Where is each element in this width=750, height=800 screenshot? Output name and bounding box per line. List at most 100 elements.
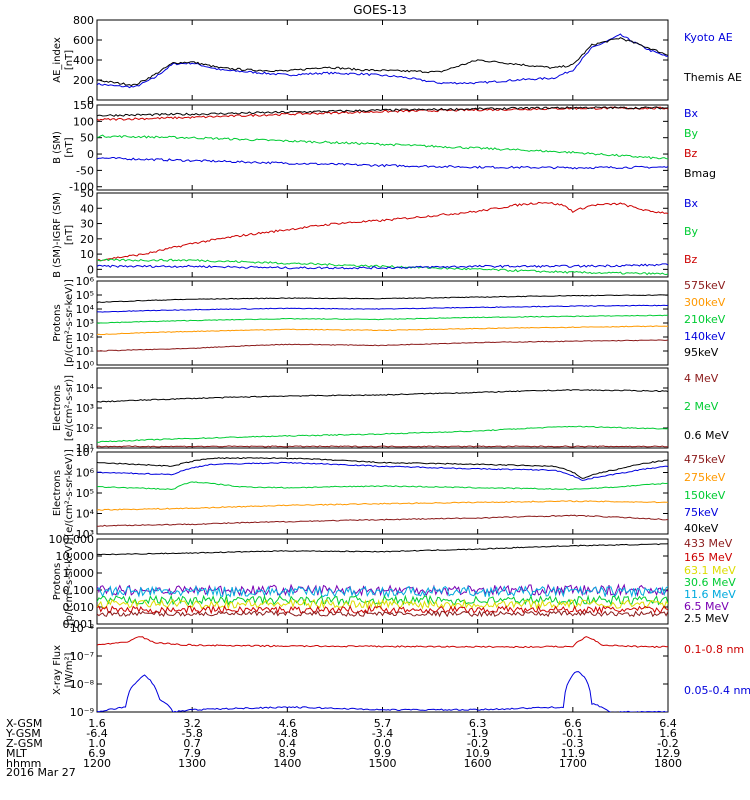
- y-axis-label: [nT]: [64, 50, 75, 70]
- y-tick-label: 100.000: [49, 533, 95, 546]
- y-tick-label: 10⁶: [76, 467, 95, 480]
- ephemeris-value: -0.1: [562, 727, 583, 740]
- ephemeris-value: -5.8: [181, 727, 202, 740]
- legend-entry: Bmag: [684, 167, 716, 180]
- legend-entry: 2 MeV: [684, 400, 719, 413]
- y-tick-label: 10⁵: [76, 289, 94, 302]
- ephemeris-row-label: Z-GSM: [6, 737, 43, 750]
- series-line-275kev: [97, 500, 668, 511]
- series-line-4-mev: [97, 445, 668, 448]
- y-tick-label: 0.001: [63, 618, 95, 631]
- legend-entry: 210keV: [684, 313, 726, 326]
- y-axis-label: X-ray Flux: [52, 645, 63, 695]
- ephemeris-value: -0.2: [657, 737, 678, 750]
- legend-entry: Themis AE: [683, 71, 742, 84]
- series-line-40kev: [97, 457, 668, 479]
- series-line-0.6-mev: [97, 389, 668, 403]
- ephemeris-value: 1.0: [88, 737, 106, 750]
- y-axis-label: B (SM)-IGRF (SM): [52, 192, 63, 278]
- y-tick-label: 100: [73, 115, 94, 128]
- legend-entry: 475keV: [684, 453, 726, 466]
- series-line-0.1-0.8-nm: [97, 636, 668, 649]
- ephemeris-value: 1600: [464, 757, 492, 770]
- ephemeris-value: -0.2: [467, 737, 488, 750]
- ephemeris-value: 1.6: [88, 717, 106, 730]
- y-tick-label: 10³: [76, 528, 94, 541]
- y-axis-label: Electrons: [52, 470, 63, 516]
- y-tick-label: 10⁶: [76, 275, 95, 288]
- y-tick-label: 0.100: [63, 584, 95, 597]
- y-tick-label: 10¹: [76, 345, 94, 358]
- legend-entry: 165 MeV: [684, 551, 733, 564]
- y-tick-label: 0: [87, 148, 94, 161]
- y-tick-label: 40: [80, 202, 94, 215]
- legend-entry: 0.05-0.4 nm: [684, 684, 750, 697]
- y-tick-label: 200: [73, 74, 94, 87]
- ephemeris-value: 1800: [654, 757, 682, 770]
- y-tick-label: 30: [80, 218, 94, 231]
- plot-title: GOES-13: [353, 3, 407, 17]
- series-line-by: [97, 258, 668, 276]
- ephemeris-value: -3.4: [372, 727, 393, 740]
- series-line-2-mev: [97, 425, 668, 443]
- ephemeris-row-label: MLT: [6, 747, 27, 760]
- legend-entry: 0.1-0.8 nm: [684, 643, 744, 656]
- ephemeris-value: 1.6: [659, 727, 677, 740]
- legend-entry: 575keV: [684, 279, 726, 292]
- y-axis-label: AE_index: [52, 37, 63, 83]
- ephemeris-value: 8.9: [279, 747, 297, 760]
- ephemeris-value: 0.4: [279, 737, 297, 750]
- legend-entry: 30.6 MeV: [684, 576, 736, 589]
- legend-entry: 0.6 MeV: [684, 429, 729, 442]
- series-line-bmag: [97, 106, 668, 117]
- legend-entry: 433 MeV: [684, 537, 733, 550]
- ephemeris-value: -1.9: [467, 727, 488, 740]
- legend-entry: 150keV: [684, 489, 726, 502]
- series-line-by: [97, 134, 668, 160]
- legend-entry: 40keV: [684, 522, 719, 535]
- series-line-bz: [97, 106, 668, 121]
- series-line-75kev: [97, 461, 668, 481]
- y-tick-label: 10⁻⁸: [70, 678, 95, 691]
- y-axis-label: [p/(cm²-s-sr-keV)]: [64, 279, 75, 367]
- legend-entry: By: [684, 225, 699, 238]
- series-line-0.05-0.4-nm: [97, 671, 668, 712]
- y-axis-label: Protons: [52, 304, 63, 341]
- y-axis-label: [e/(cm²-s-sr-keV)]: [64, 449, 75, 537]
- y-tick-label: 10²: [76, 331, 94, 344]
- series-line-2.5-mev: [97, 543, 668, 556]
- series-line-140kev: [97, 304, 668, 313]
- legend-entry: By: [684, 127, 699, 140]
- ephemeris-value: 0.0: [374, 737, 392, 750]
- legend-entry: 140keV: [684, 330, 726, 343]
- y-tick-label: -100: [69, 181, 94, 194]
- ephemeris-value: -0.3: [562, 737, 583, 750]
- y-tick-label: 10⁴: [76, 382, 95, 395]
- ephemeris-value: 1300: [178, 757, 206, 770]
- series-line-210kev: [97, 314, 668, 324]
- y-tick-label: 0: [87, 94, 94, 107]
- series-line-575kev: [97, 339, 668, 352]
- y-tick-label: 10⁻⁷: [70, 650, 94, 663]
- legend-entry: 2.5 MeV: [684, 612, 729, 625]
- series-line-63.1-mev: [97, 598, 668, 610]
- ephemeris-value: 7.9: [183, 747, 201, 760]
- series-line-300kev: [97, 325, 668, 336]
- legend-entry: 11.6 MeV: [684, 588, 736, 601]
- ephemeris-value: -4.8: [277, 727, 298, 740]
- series-line-bx: [97, 263, 668, 270]
- legend-entry: Bx: [684, 197, 699, 210]
- panel-3: 0 10 20 30 40 50 B (SM)-IGRF (SM) [nT] Bx By Bz: [52, 187, 699, 278]
- panel-frame: [96, 19, 669, 101]
- y-tick-label: 600: [73, 34, 94, 47]
- y-tick-label: 10⁻⁹: [70, 706, 94, 719]
- ephemeris-value: 6.4: [659, 717, 677, 730]
- y-tick-label: 10.000: [56, 550, 95, 563]
- y-tick-label: 10³: [76, 317, 94, 330]
- y-tick-label: 50: [80, 132, 94, 145]
- panel-6: 10³ 10⁴ 10⁵ 10⁶ 10⁷ Electrons [e/(cm²-s-sr-keV…: [52, 446, 726, 541]
- y-tick-label: 10³: [76, 402, 94, 415]
- ephemeris-value: 5.7: [374, 717, 392, 730]
